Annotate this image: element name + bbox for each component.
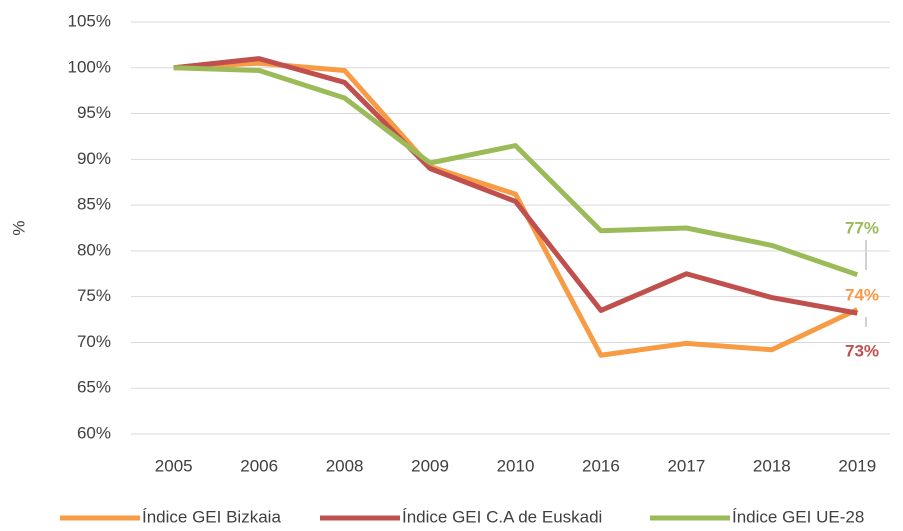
y-tick-label: 95% <box>77 103 111 122</box>
x-tick-label: 2017 <box>667 456 705 475</box>
x-tick-label: 2009 <box>411 456 449 475</box>
x-tick-label: 2016 <box>582 456 620 475</box>
y-tick-label: 75% <box>77 286 111 305</box>
legend-label: Índice GEI C.A de Euskadi <box>402 507 602 526</box>
y-tick-label: 60% <box>77 423 111 442</box>
y-tick-label: 90% <box>77 149 111 168</box>
y-tick-label: 105% <box>68 11 111 30</box>
y-tick-label: 65% <box>77 378 111 397</box>
x-tick-label: 2005 <box>155 456 193 475</box>
y-tick-label: 80% <box>77 240 111 259</box>
x-tick-label: 2018 <box>753 456 791 475</box>
y-tick-label: 70% <box>77 332 111 351</box>
value-label: 77% <box>845 218 879 237</box>
value-label: 73% <box>845 341 879 360</box>
x-tick-label: 2010 <box>497 456 535 475</box>
x-tick-label: 2019 <box>838 456 876 475</box>
series-line <box>173 56 858 316</box>
y-tick-label: 85% <box>77 195 111 214</box>
x-tick-label: 2006 <box>240 456 278 475</box>
series-line <box>173 65 859 278</box>
legend-label: Índice GEI Bizkaia <box>142 507 281 526</box>
y-tick-label: 100% <box>68 57 111 76</box>
x-tick-label: 2008 <box>326 456 364 475</box>
y-axis-label: % <box>9 220 28 235</box>
legend-label: Índice GEI UE-28 <box>732 507 864 526</box>
series-line <box>173 60 859 358</box>
value-label: 74% <box>845 285 879 304</box>
